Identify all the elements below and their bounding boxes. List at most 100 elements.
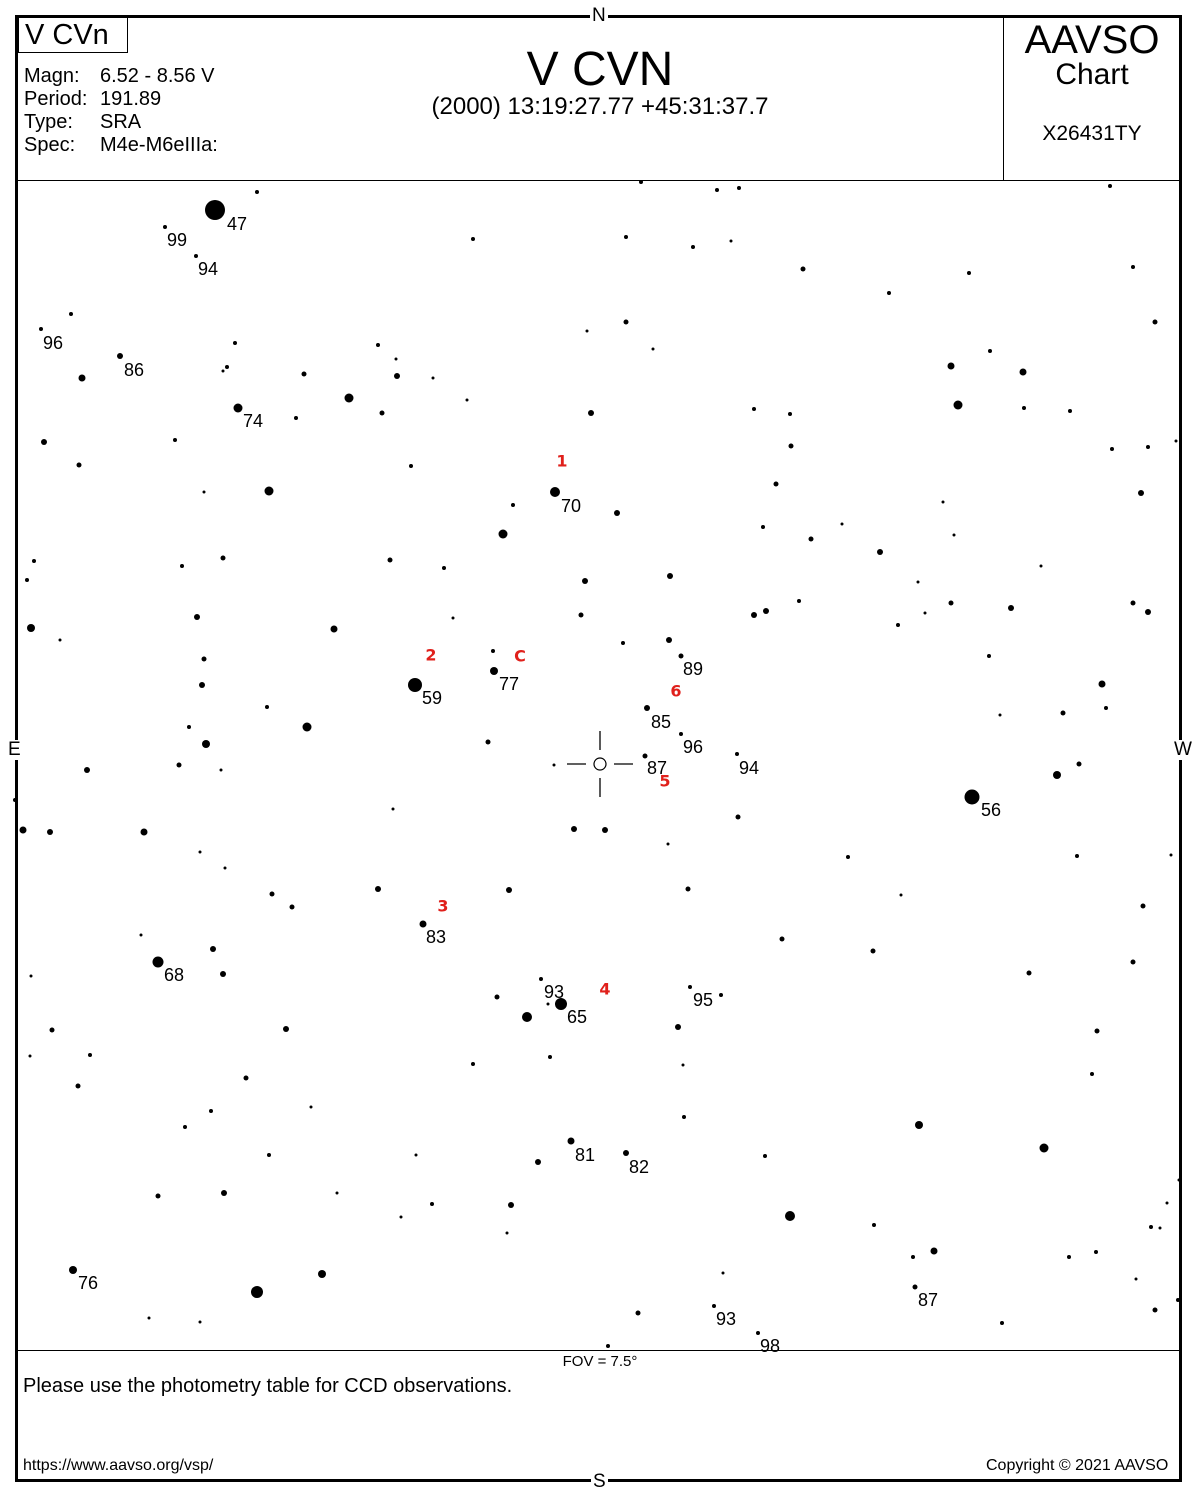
field-star	[639, 180, 643, 184]
field-star	[1130, 600, 1136, 606]
comparison-star-label: 89	[683, 659, 703, 679]
field-star	[379, 410, 385, 416]
field-star	[552, 763, 556, 767]
field-star	[915, 1121, 923, 1129]
field-star	[522, 1012, 532, 1022]
field-star	[606, 1344, 610, 1348]
field-star	[1104, 706, 1108, 710]
field-star	[1152, 319, 1158, 325]
field-star	[225, 365, 229, 369]
comparison-star-label: 56	[981, 800, 1001, 820]
comparison-star	[117, 353, 123, 359]
field-star	[301, 371, 307, 377]
field-star	[375, 886, 381, 892]
comparison-star	[539, 977, 543, 981]
field-star	[729, 239, 733, 243]
field-star	[682, 1115, 686, 1119]
field-star	[485, 739, 491, 745]
comparison-star-label: 68	[164, 965, 184, 985]
field-star	[1174, 439, 1178, 443]
field-star	[187, 725, 191, 729]
comparison-star	[69, 1266, 77, 1274]
field-star	[414, 1153, 418, 1157]
field-star	[911, 1255, 915, 1259]
field-star	[442, 566, 446, 570]
field-star	[1145, 609, 1151, 615]
sequence-marker: 2	[425, 646, 436, 665]
info-key: Period:	[24, 88, 88, 110]
field-star	[223, 866, 227, 870]
field-star	[614, 510, 620, 516]
field-star	[721, 1271, 725, 1275]
field-star	[735, 814, 741, 820]
field-star	[1026, 970, 1032, 976]
field-star	[681, 1063, 685, 1067]
field-star	[494, 994, 500, 1000]
field-star	[471, 1062, 475, 1066]
field-star	[624, 235, 628, 239]
field-star	[582, 578, 588, 584]
info-value: 191.89	[100, 88, 162, 110]
source-link[interactable]: https://www.aavso.org/vsp/	[23, 1457, 214, 1474]
comparison-star	[408, 678, 422, 692]
comparison-star-label: 82	[629, 1157, 649, 1177]
brand-title: AAVSO	[1024, 18, 1160, 62]
field-star	[947, 362, 955, 370]
field-star	[32, 559, 36, 563]
field-star	[621, 641, 625, 645]
comparison-star	[152, 956, 164, 968]
comparison-star-label: 76	[78, 1273, 98, 1293]
field-star	[391, 807, 395, 811]
comparison-star	[644, 705, 650, 711]
field-star	[78, 374, 86, 382]
field-star	[19, 826, 27, 834]
field-star	[198, 850, 202, 854]
field-star	[751, 612, 757, 618]
sequence-marker: 4	[599, 980, 610, 999]
field-star	[675, 1024, 681, 1030]
sequence-marker: 1	[556, 452, 567, 471]
footer-divider	[15, 1350, 1182, 1351]
field-star	[797, 599, 801, 603]
field-star	[635, 1310, 641, 1316]
field-star	[394, 357, 398, 361]
field-star	[264, 486, 274, 496]
info-value: 6.52 - 8.56 V	[100, 65, 215, 87]
field-star	[265, 705, 269, 709]
field-star	[800, 266, 806, 272]
comparison-star	[550, 487, 560, 497]
field-star	[309, 1105, 313, 1109]
field-star	[1060, 710, 1066, 716]
field-star	[887, 291, 891, 295]
chart-id: X26431TY	[1042, 122, 1142, 145]
field-star	[251, 1286, 263, 1298]
comparison-star	[735, 752, 739, 756]
comparison-star-label: 98	[760, 1336, 780, 1356]
comparison-star	[555, 998, 567, 1010]
comparison-star-label: 96	[43, 333, 63, 353]
field-star	[923, 611, 927, 615]
sequence-marker: 6	[670, 682, 681, 701]
field-star	[1177, 1178, 1181, 1182]
field-star	[76, 462, 82, 468]
brand-box-divider	[1003, 15, 1004, 180]
comparison-star-label: 81	[575, 1145, 595, 1165]
field-star	[335, 1191, 339, 1195]
field-star	[1158, 1226, 1162, 1230]
field-star	[330, 625, 338, 633]
field-star	[210, 946, 216, 952]
field-star	[588, 410, 594, 416]
field-star	[953, 400, 963, 410]
direction-east: E	[6, 739, 23, 760]
field-star	[752, 407, 756, 411]
field-star	[1098, 680, 1106, 688]
field-star	[220, 555, 226, 561]
field-star	[623, 319, 629, 325]
comparison-star-label: 94	[198, 259, 218, 279]
sequence-marker: 3	[437, 897, 448, 916]
field-star	[294, 416, 298, 420]
field-star	[1090, 1072, 1094, 1076]
comparison-star	[642, 753, 648, 759]
field-star	[47, 829, 53, 835]
